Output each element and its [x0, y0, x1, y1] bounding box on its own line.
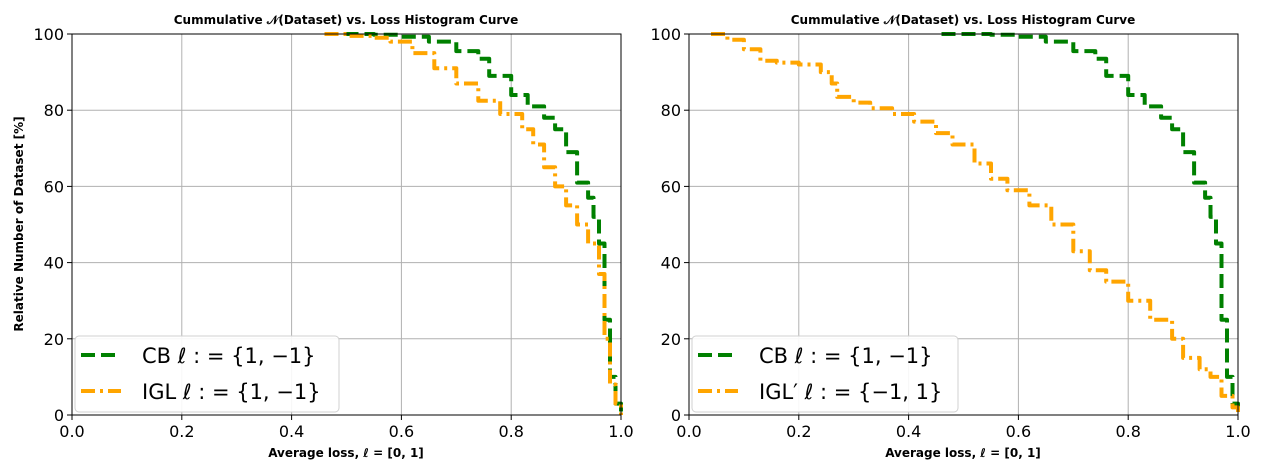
x-tick-label: 0.2 [169, 422, 194, 441]
y-tick-label: 40 [44, 254, 64, 273]
left-x-axis-label: Average loss, ℓ = [0, 1] [268, 446, 424, 460]
x-tick-label: 0.0 [59, 422, 84, 441]
left-legend-box [74, 335, 340, 413]
y-tick-label: 100 [33, 25, 64, 44]
right-legend-label-igl: IGL′ ℓ : = {−1, 1} [759, 380, 942, 404]
right-y-ticks: 0 20 40 60 80 100 [650, 25, 689, 425]
y-tick-label: 80 [44, 101, 64, 120]
x-tick-label: 0.6 [1006, 422, 1031, 441]
right-x-ticks: 0.0 0.2 0.4 0.6 0.8 1.0 [676, 415, 1251, 441]
y-tick-label: 40 [661, 254, 681, 273]
y-tick-label: 100 [650, 25, 681, 44]
right-x-axis-label: Average loss, ℓ = [0, 1] [885, 446, 1041, 460]
right-legend: CB ℓ : = {1, −1} IGL′ ℓ : = {−1, 1} [691, 335, 959, 413]
right-legend-box [691, 335, 959, 413]
left-legend: CB ℓ : = {1, −1} IGL ℓ : = {1, −1} [74, 335, 340, 413]
x-tick-label: 0.8 [498, 422, 523, 441]
y-tick-label: 20 [661, 330, 681, 349]
left-legend-label-igl: IGL ℓ : = {1, −1} [142, 380, 321, 404]
right-chart-panel: Cummulative 𝒩(Dataset) vs. Loss Histogra… [650, 13, 1250, 460]
right-legend-label-cb: CB ℓ : = {1, −1} [759, 344, 933, 368]
left-y-ticks: 0 20 40 60 80 100 [33, 25, 72, 425]
y-tick-label: 0 [671, 406, 681, 425]
y-tick-label: 0 [54, 406, 64, 425]
left-y-axis-label: Relative Number of Dataset [%] [12, 116, 26, 331]
left-x-ticks: 0.0 0.2 0.4 0.6 0.8 1.0 [59, 415, 634, 441]
y-tick-label: 60 [44, 177, 64, 196]
x-tick-label: 1.0 [608, 422, 633, 441]
left-chart-panel: Cummulative 𝒩(Dataset) vs. Loss Histogra… [12, 13, 634, 460]
right-series-layer [711, 32, 1240, 415]
left-plot-frame [71, 33, 622, 416]
left-chart-title: Cummulative 𝒩(Dataset) vs. Loss Histogra… [174, 13, 519, 27]
x-tick-label: 0.6 [389, 422, 414, 441]
right-chart-title: Cummulative 𝒩(Dataset) vs. Loss Histogra… [791, 13, 1136, 27]
x-tick-label: 0.8 [1115, 422, 1140, 441]
series-line-igl [711, 32, 1240, 415]
x-tick-label: 1.0 [1225, 422, 1250, 441]
right-plot-frame [688, 33, 1239, 416]
left-series-layer [324, 32, 623, 415]
series-line-igl [324, 32, 623, 415]
x-tick-label: 0.0 [676, 422, 701, 441]
series-line-cb [324, 32, 623, 415]
left-legend-label-cb: CB ℓ : = {1, −1} [142, 344, 316, 368]
x-tick-label: 0.2 [786, 422, 811, 441]
series-line-cb [941, 32, 1240, 415]
y-tick-label: 80 [661, 101, 681, 120]
y-tick-label: 60 [661, 177, 681, 196]
y-tick-label: 20 [44, 330, 64, 349]
x-tick-label: 0.4 [279, 422, 304, 441]
x-tick-label: 0.4 [896, 422, 921, 441]
